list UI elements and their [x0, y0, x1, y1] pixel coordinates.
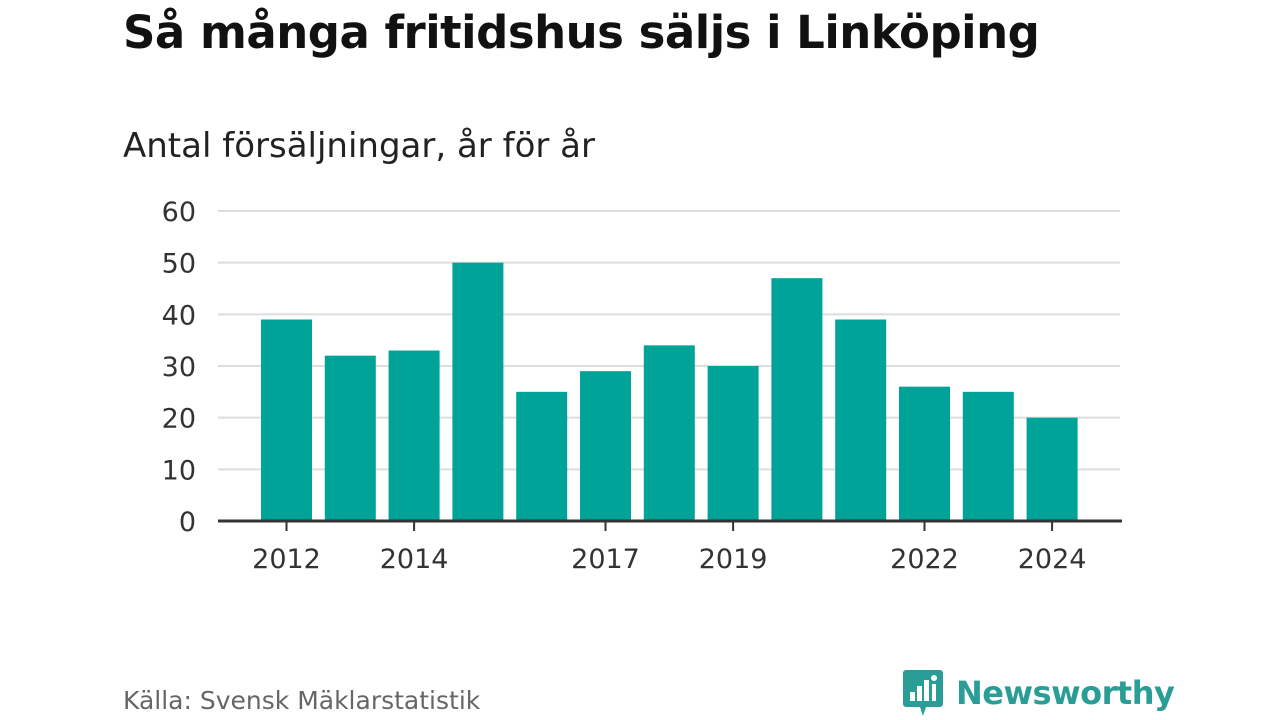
bar-2024: [1026, 417, 1078, 521]
x-tick-label: 2014: [380, 544, 449, 575]
x-tick-label: 2012: [252, 544, 321, 575]
x-tick-label: 2017: [571, 544, 640, 575]
bar-2015: [452, 262, 504, 521]
chart-subtitle: Antal försäljningar, år för år: [123, 126, 595, 166]
bar-2018: [643, 345, 695, 521]
y-tick-label: 40: [162, 300, 196, 331]
brand-logo-block[interactable]: Newsworthy: [902, 668, 1175, 718]
bar-2014: [388, 350, 440, 521]
y-tick-label: 10: [162, 455, 196, 486]
bar-2012: [261, 319, 312, 521]
x-tick-label: 2024: [1018, 544, 1087, 575]
x-tick-label: 2022: [890, 544, 959, 575]
y-tick-label: 60: [162, 197, 196, 228]
bar-2022: [899, 386, 950, 521]
x-axis-tick-labels: 2012 2014 2017 2019 2022 2024: [252, 544, 1086, 575]
brand-name: Newsworthy: [956, 674, 1175, 712]
y-tick-label: 50: [162, 249, 196, 280]
source-note: Källa: Svensk Mäklarstatistik: [123, 686, 481, 715]
x-tick-label: 2019: [699, 544, 768, 575]
y-tick-label: 30: [162, 352, 196, 383]
bar-2019: [707, 366, 759, 521]
y-tick-label: 0: [179, 507, 196, 538]
bar-2023: [962, 391, 1014, 521]
bar-2013: [324, 355, 376, 521]
bar-2020: [771, 278, 823, 521]
bar-2021: [835, 319, 887, 521]
bars: [261, 262, 1078, 521]
y-axis-tick-labels: 0 10 20 30 40 50 60: [162, 197, 196, 538]
x-axis: [218, 519, 1122, 531]
newsworthy-logo-icon: [903, 670, 943, 716]
bar-2016: [516, 391, 568, 521]
bar-2017: [580, 371, 631, 521]
chart-title: Så många fritidshus säljs i Linköping: [123, 6, 1040, 59]
y-tick-label: 20: [162, 404, 196, 435]
